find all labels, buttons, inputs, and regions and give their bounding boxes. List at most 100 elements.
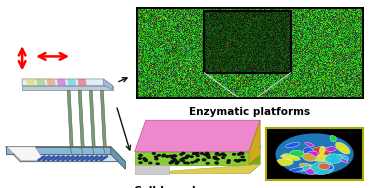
Ellipse shape [326, 147, 337, 152]
Circle shape [85, 157, 87, 158]
Circle shape [180, 159, 183, 161]
Circle shape [238, 154, 241, 155]
Circle shape [47, 157, 49, 158]
Circle shape [203, 159, 206, 161]
Circle shape [58, 159, 60, 160]
Circle shape [39, 159, 41, 160]
Circle shape [143, 158, 146, 159]
Circle shape [66, 160, 69, 161]
Circle shape [174, 160, 177, 161]
Circle shape [174, 155, 177, 157]
Circle shape [44, 156, 45, 157]
Polygon shape [135, 152, 249, 165]
Ellipse shape [304, 147, 317, 161]
Ellipse shape [337, 155, 348, 161]
PathPatch shape [275, 133, 354, 176]
Circle shape [76, 157, 78, 158]
Circle shape [97, 158, 100, 159]
Circle shape [238, 159, 241, 161]
Circle shape [105, 157, 107, 158]
Polygon shape [89, 90, 95, 147]
Circle shape [158, 155, 161, 156]
Ellipse shape [281, 155, 300, 161]
Circle shape [97, 159, 98, 160]
Circle shape [38, 160, 40, 161]
Polygon shape [7, 147, 44, 161]
Circle shape [77, 156, 79, 157]
Circle shape [166, 156, 169, 157]
Circle shape [74, 158, 76, 159]
Circle shape [45, 158, 46, 159]
Polygon shape [249, 155, 260, 174]
Circle shape [42, 160, 44, 161]
Circle shape [216, 158, 219, 160]
Ellipse shape [325, 154, 343, 163]
Circle shape [52, 160, 54, 161]
Circle shape [242, 159, 245, 161]
Circle shape [173, 155, 176, 156]
Circle shape [156, 163, 159, 164]
Ellipse shape [299, 165, 311, 171]
Circle shape [40, 158, 42, 159]
Ellipse shape [283, 153, 293, 158]
Circle shape [171, 161, 174, 163]
Circle shape [95, 157, 97, 158]
Circle shape [92, 159, 94, 160]
Circle shape [214, 156, 217, 158]
Text: Cell-based assays: Cell-based assays [134, 186, 238, 188]
Circle shape [48, 156, 50, 157]
Circle shape [57, 160, 59, 161]
Circle shape [83, 158, 85, 159]
Circle shape [88, 158, 90, 159]
Circle shape [227, 160, 230, 161]
Circle shape [72, 160, 73, 161]
Circle shape [201, 153, 204, 154]
Circle shape [102, 158, 104, 159]
Polygon shape [78, 90, 84, 147]
Circle shape [196, 152, 199, 154]
Circle shape [215, 162, 218, 163]
Circle shape [93, 158, 95, 159]
Circle shape [68, 159, 69, 160]
Ellipse shape [307, 151, 318, 157]
Circle shape [96, 156, 98, 157]
Circle shape [173, 158, 176, 160]
Circle shape [232, 154, 235, 155]
Circle shape [169, 155, 172, 157]
Circle shape [42, 157, 44, 158]
Circle shape [241, 156, 244, 158]
Circle shape [101, 159, 103, 160]
Circle shape [181, 160, 184, 161]
Ellipse shape [319, 164, 334, 170]
Circle shape [241, 153, 244, 154]
Circle shape [234, 160, 237, 161]
Circle shape [149, 162, 152, 164]
Circle shape [62, 160, 63, 161]
Circle shape [239, 152, 242, 154]
Circle shape [214, 158, 217, 159]
Circle shape [206, 152, 208, 154]
Ellipse shape [308, 154, 331, 161]
Circle shape [182, 158, 185, 159]
Circle shape [49, 158, 52, 159]
Polygon shape [6, 147, 111, 154]
Circle shape [76, 160, 78, 161]
Circle shape [182, 152, 185, 154]
Circle shape [152, 153, 155, 154]
Circle shape [227, 162, 230, 163]
Circle shape [202, 159, 205, 161]
Ellipse shape [302, 153, 315, 161]
Circle shape [215, 153, 218, 154]
Circle shape [106, 156, 108, 157]
Circle shape [139, 155, 142, 156]
Circle shape [180, 154, 183, 155]
Ellipse shape [335, 142, 350, 154]
Circle shape [155, 156, 158, 158]
Circle shape [77, 159, 79, 160]
Circle shape [169, 162, 172, 164]
Polygon shape [26, 79, 35, 86]
Circle shape [204, 154, 207, 155]
Ellipse shape [310, 162, 334, 174]
Circle shape [237, 161, 239, 162]
Circle shape [194, 153, 197, 155]
